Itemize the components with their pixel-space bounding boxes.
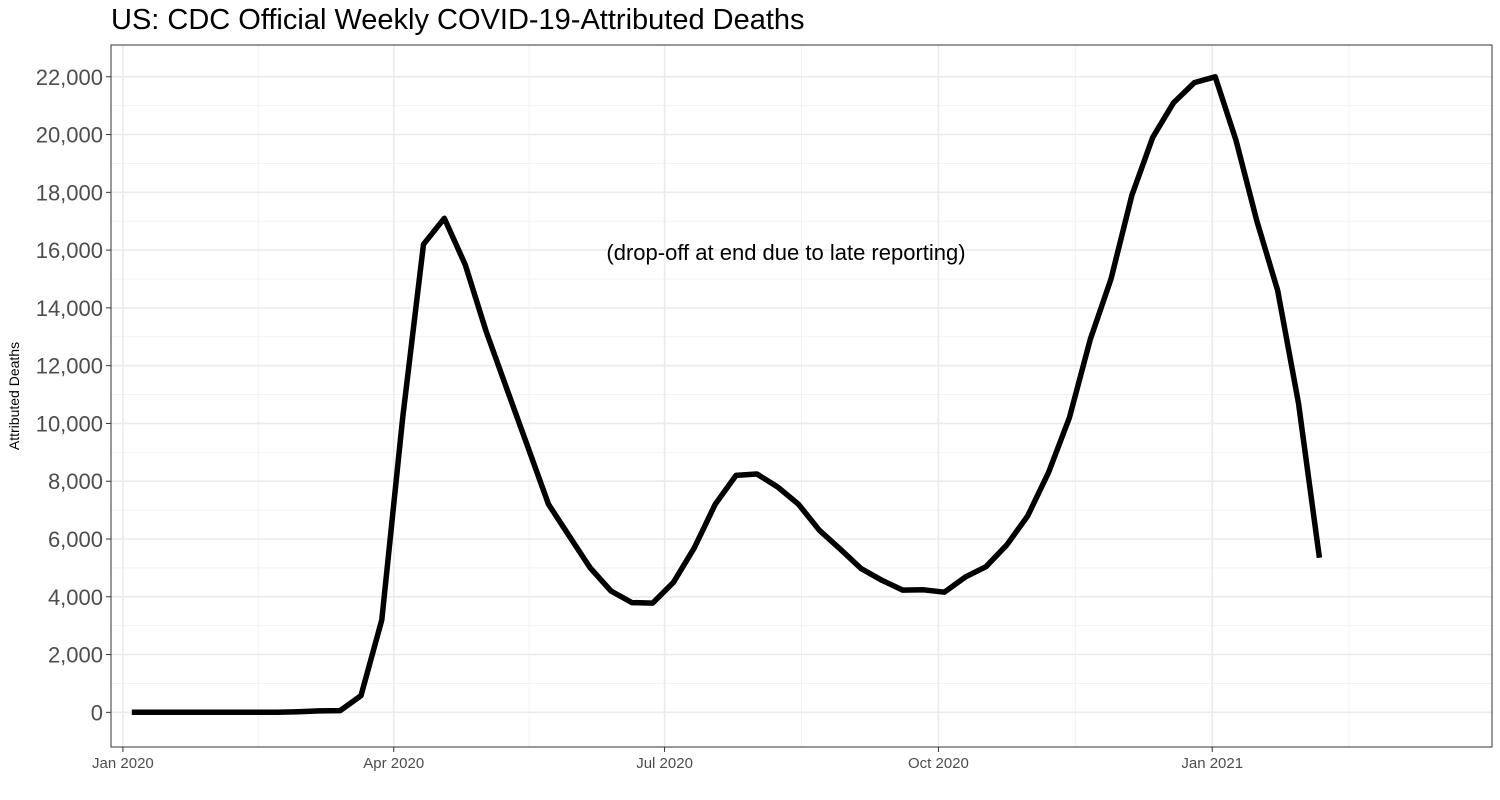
data-point [1213, 74, 1218, 79]
data-point [275, 710, 280, 715]
data-point [796, 502, 801, 507]
data-point [1254, 219, 1259, 224]
data-point [1296, 401, 1301, 406]
data-point [379, 617, 384, 622]
data-point [734, 473, 739, 478]
x-tick-label: Jan 2020 [92, 755, 154, 772]
y-tick-label: 4,000 [48, 585, 103, 610]
data-point [817, 528, 822, 533]
data-point [400, 415, 405, 420]
data-point [192, 710, 197, 715]
data-point [963, 575, 968, 580]
data-point [234, 710, 239, 715]
data-point [504, 386, 509, 391]
data-point [1317, 555, 1322, 560]
y-axis: 0 2,000 4,000 6,000 8,000 10,000 12,000 14,000 1… [36, 65, 111, 725]
y-tick-label: 20,000 [36, 123, 103, 148]
data-point [338, 708, 343, 713]
data-point [1192, 80, 1197, 85]
data-point [921, 587, 926, 592]
data-point [609, 589, 614, 594]
x-tick-label: Jul 2020 [636, 755, 693, 772]
data-point [629, 600, 634, 605]
data-point [296, 709, 301, 714]
data-point [650, 601, 655, 606]
data-point [1046, 470, 1051, 475]
data-point [1067, 415, 1072, 420]
data-point [984, 564, 989, 569]
data-point [942, 590, 947, 595]
data-point [588, 565, 593, 570]
data-point [1109, 277, 1114, 282]
data-point [1234, 138, 1239, 143]
data-point [171, 710, 176, 715]
data-point [671, 580, 676, 585]
x-tick-label: Jan 2021 [1181, 755, 1243, 772]
data-point [1088, 337, 1093, 342]
x-tick-label: Oct 2020 [908, 755, 969, 772]
y-tick-label: 12,000 [36, 354, 103, 379]
data-point [484, 329, 489, 334]
y-tick-label: 8,000 [48, 469, 103, 494]
data-point [1275, 288, 1280, 293]
data-point [546, 502, 551, 507]
y-axis-label: Attributed Deaths [6, 342, 22, 450]
data-point [1150, 135, 1155, 140]
x-axis: Jan 2020 Apr 2020 Jul 2020 Oct 2020 Jan 2021 [92, 747, 1243, 772]
data-point [775, 485, 780, 490]
y-tick-label: 6,000 [48, 527, 103, 552]
data-point [150, 710, 155, 715]
y-tick-label: 18,000 [36, 180, 103, 205]
data-point [900, 588, 905, 593]
data-point [692, 545, 697, 550]
data-point [1025, 513, 1030, 518]
data-point [129, 710, 134, 715]
data-point [754, 472, 759, 477]
data-point [1004, 542, 1009, 547]
y-tick-label: 2,000 [48, 643, 103, 668]
data-point [1171, 100, 1176, 105]
grid-major [111, 45, 1492, 747]
data-point [838, 547, 843, 552]
data-point [213, 710, 218, 715]
late-reporting-annotation: (drop-off at end due to late reporting) [606, 240, 965, 265]
x-tick-label: Apr 2020 [363, 755, 424, 772]
data-point [254, 710, 259, 715]
data-point [359, 693, 364, 698]
data-point [421, 242, 426, 247]
data-point [463, 262, 468, 267]
plot-panel-border [110, 44, 1493, 748]
data-point [1129, 193, 1134, 198]
chart-title: US: CDC Official Weekly COVID-19-Attribu… [111, 4, 805, 36]
data-point [317, 708, 322, 713]
y-tick-label: 22,000 [36, 65, 103, 90]
y-tick-label: 16,000 [36, 238, 103, 263]
data-point [879, 578, 884, 583]
y-tick-label: 10,000 [36, 411, 103, 436]
data-point [567, 534, 572, 539]
data-point [713, 502, 718, 507]
data-point [859, 566, 864, 571]
series-line-weekly-deaths [131, 74, 1323, 716]
y-tick-label: 14,000 [36, 296, 103, 321]
y-tick-label: 0 [91, 700, 103, 725]
data-point [442, 216, 447, 221]
data-point [525, 444, 530, 449]
